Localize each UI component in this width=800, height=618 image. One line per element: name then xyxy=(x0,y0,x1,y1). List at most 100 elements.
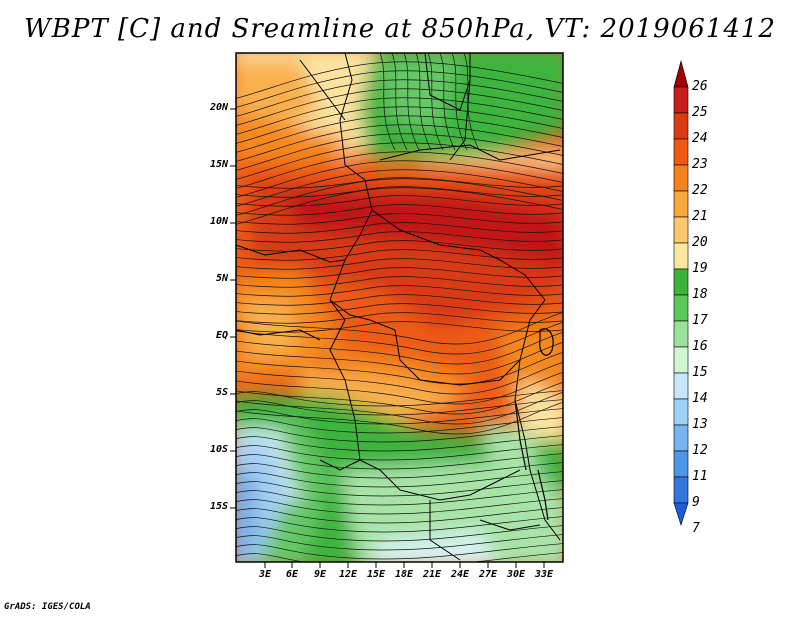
streamline xyxy=(236,534,563,551)
streamline xyxy=(236,525,563,542)
streamline xyxy=(379,53,396,151)
country-borders xyxy=(236,53,561,561)
streamline xyxy=(236,381,563,415)
colorbar xyxy=(673,59,689,526)
colorbar-level-label: 22 xyxy=(692,183,708,198)
map-frame xyxy=(235,52,564,563)
streamline xyxy=(236,341,563,375)
chart-title: WBPT [C] and Sreamline at 850hPa, VT: 20… xyxy=(24,14,776,44)
streamline xyxy=(236,115,563,153)
lon-label: 18E xyxy=(394,569,414,580)
streamline xyxy=(415,53,432,151)
colorbar-segment xyxy=(673,86,689,114)
streamline xyxy=(236,240,563,252)
streamline xyxy=(236,401,563,435)
streamline xyxy=(236,124,563,162)
streamline xyxy=(236,88,563,126)
streamline xyxy=(236,552,563,562)
streamline xyxy=(236,498,563,515)
streamline xyxy=(236,408,563,425)
streamline xyxy=(236,186,563,198)
streamline xyxy=(236,507,563,524)
colorbar-level-label: 23 xyxy=(692,157,708,172)
streamline xyxy=(236,321,563,333)
streamline xyxy=(463,53,480,151)
streamline xyxy=(236,142,563,180)
streamline xyxy=(236,222,563,234)
streamline xyxy=(236,294,563,306)
streamline xyxy=(236,178,563,216)
streamline xyxy=(236,160,563,198)
colorbar-segment xyxy=(673,372,689,400)
lon-label: 30E xyxy=(506,569,526,580)
streamline xyxy=(236,303,563,315)
colorbar-segment xyxy=(673,398,689,426)
colorbar-level-label: 12 xyxy=(692,443,708,458)
colorbar-level-label: 14 xyxy=(692,391,708,406)
lat-label: 20N xyxy=(209,102,228,113)
streamline xyxy=(236,195,563,207)
streamline xyxy=(236,444,563,461)
streamline xyxy=(236,417,563,434)
streamlines xyxy=(236,53,563,562)
lon-label: 27E xyxy=(478,569,498,580)
colorbar-segment xyxy=(673,476,689,504)
lon-label: 9E xyxy=(313,569,327,580)
colorbar-segment xyxy=(673,424,689,452)
colorbar-top-arrow xyxy=(673,59,689,88)
streamline xyxy=(236,231,563,243)
lat-label: 5S xyxy=(215,387,228,398)
lat-label: 5N xyxy=(215,273,228,284)
colorbar-level-label: 15 xyxy=(692,365,708,380)
streamline xyxy=(236,151,563,189)
colorbar-level-label: 9 xyxy=(692,495,700,510)
streamline xyxy=(236,187,563,225)
colorbar-segment xyxy=(673,216,689,244)
streamline xyxy=(451,53,468,151)
streamline xyxy=(236,435,563,452)
lat-label: 15S xyxy=(209,501,228,512)
colorbar-segment xyxy=(673,242,689,270)
latitude-ticks xyxy=(230,108,236,509)
streamline xyxy=(236,213,563,225)
wbpt-fill-field xyxy=(236,53,563,562)
colorbar-segment xyxy=(673,138,689,166)
colorbar-level-label: 26 xyxy=(692,79,708,94)
colorbar-level-label: 17 xyxy=(692,313,708,328)
lon-label: 21E xyxy=(422,569,442,580)
streamline xyxy=(236,169,563,207)
colorbar-segment xyxy=(673,268,689,296)
colorbar-segment xyxy=(673,112,689,140)
lat-label: 15N xyxy=(209,159,228,170)
streamline xyxy=(236,543,563,560)
streamline xyxy=(236,462,563,479)
colorbar-level-label: 19 xyxy=(692,261,708,276)
lon-label: 12E xyxy=(338,569,358,580)
wbpt-region-blue xyxy=(236,470,262,562)
streamline xyxy=(236,177,563,189)
streamline xyxy=(236,79,563,117)
streamline xyxy=(236,70,563,108)
lat-label: EQ xyxy=(215,330,228,341)
streamline xyxy=(236,133,563,171)
longitude-ticks xyxy=(264,562,545,568)
streamline xyxy=(236,399,563,416)
colorbar-segment xyxy=(673,346,689,374)
streamline xyxy=(236,267,563,279)
wbpt-region-light-orange xyxy=(240,300,300,360)
streamline xyxy=(236,312,563,324)
colorbar-level-label: 16 xyxy=(692,339,708,354)
colorbar-level-label: 11 xyxy=(692,469,708,484)
streamline xyxy=(236,204,563,216)
colorbar-level-label: 20 xyxy=(692,235,708,250)
colorbar-segment xyxy=(673,294,689,322)
streamline xyxy=(236,249,563,261)
streamline xyxy=(439,53,456,151)
streamline xyxy=(236,61,563,99)
streamline xyxy=(236,97,563,135)
streamline xyxy=(391,53,408,151)
streamline xyxy=(236,371,563,405)
lon-label: 15E xyxy=(366,569,386,580)
streamline xyxy=(236,276,563,288)
